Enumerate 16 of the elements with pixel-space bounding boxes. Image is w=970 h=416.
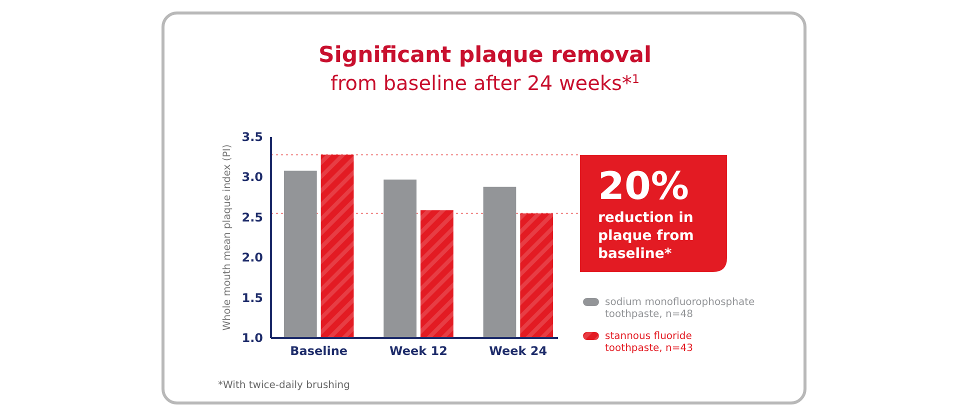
y-tick-label: 2.5 [242,210,263,224]
y-tick-label: 1.0 [242,331,263,345]
x-tick-label: Week 12 [390,344,448,358]
legend-label: stannous fluoride toothpaste, n=43 [605,331,693,354]
chart-title: Significant plaque removal [318,43,652,68]
x-tick-label: Baseline [290,344,348,358]
chart-subtitle: from baseline after 24 weeks*$^{1}$ [330,71,640,95]
y-tick-label: 2.0 [242,250,263,265]
text: *With twice-daily brushing [218,380,350,391]
y-tick-label: 3.5 [242,130,263,144]
text: 20% reduction in plaque from baseline* [598,164,694,262]
legend-label: sodium monofluorophosphate toothpaste, n=48 [605,297,755,320]
y-tick-label: 3.0 [242,170,263,184]
y-axis-title: Whole mouth mean plaque index (PI) [222,144,233,331]
x-tick-label: Week 24 [489,344,548,358]
y-tick-label: 1.5 [242,290,263,305]
